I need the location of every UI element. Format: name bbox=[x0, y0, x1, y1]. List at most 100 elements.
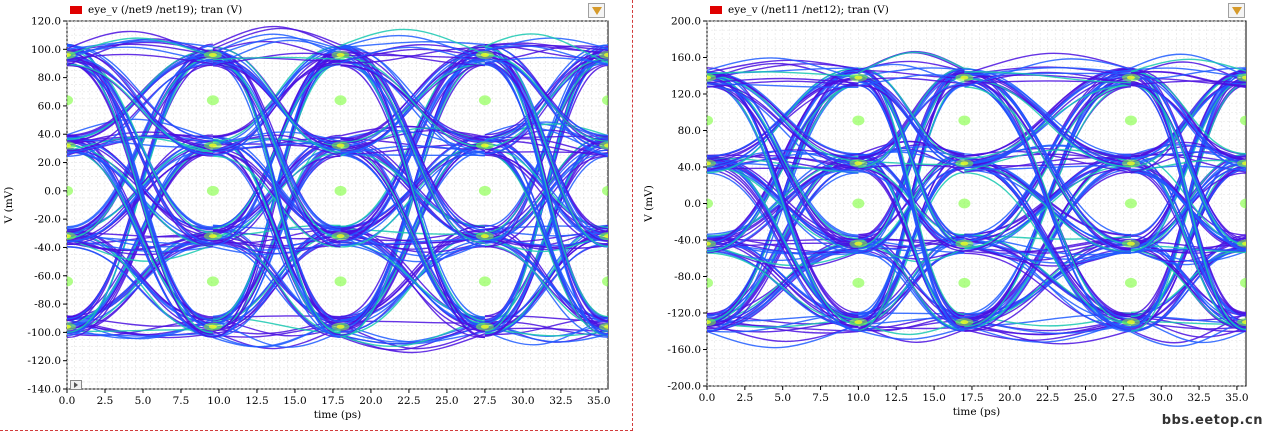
x-axis-label: time (ps) bbox=[314, 409, 361, 421]
eye-trace bbox=[484, 44, 608, 155]
eye-trace bbox=[1130, 53, 1246, 77]
eye-trace bbox=[707, 71, 859, 155]
y-tick-label: -20.0 bbox=[34, 214, 61, 226]
y-tick-label: 200.0 bbox=[671, 16, 701, 28]
hotspot-core bbox=[960, 75, 969, 80]
eye-trace bbox=[67, 58, 213, 230]
hotspot-core bbox=[1126, 75, 1135, 80]
y-tick-label: -120.0 bbox=[667, 308, 701, 320]
eye-trace bbox=[340, 46, 485, 64]
eye-trace bbox=[340, 52, 485, 67]
eye-trace bbox=[67, 118, 214, 140]
eye-trace bbox=[212, 318, 341, 348]
eye-trace bbox=[340, 153, 485, 330]
x-tick-label: 10.0 bbox=[207, 395, 230, 407]
left-eye-panel: eye_v (/net9 /net19); tran (V) 0.0 2.5 5.0… bbox=[0, 0, 633, 431]
hotspot-core bbox=[960, 161, 969, 166]
eye-trace bbox=[340, 60, 485, 138]
eye-trace bbox=[340, 64, 485, 144]
eye-trace bbox=[964, 71, 1131, 84]
hotspot-core bbox=[336, 234, 345, 239]
eye-trace bbox=[964, 164, 1131, 171]
x-tick-label: 12.5 bbox=[245, 395, 268, 407]
hotspot-core bbox=[854, 161, 863, 166]
eye-trace bbox=[707, 172, 859, 331]
eye-trace bbox=[67, 63, 213, 153]
eye-trace bbox=[1130, 164, 1246, 317]
left-legend-label: eye_v (/net9 /net19); tran (V) bbox=[88, 4, 243, 16]
eye-trace bbox=[964, 83, 1131, 165]
eye-trace bbox=[67, 238, 214, 256]
left-filter-icon[interactable] bbox=[588, 3, 605, 18]
eye-trace bbox=[964, 242, 1132, 264]
eye-trace bbox=[484, 54, 608, 142]
hotspot-mark bbox=[1237, 239, 1246, 248]
eye-trace bbox=[707, 74, 859, 162]
x-tick-label: 0.0 bbox=[699, 392, 716, 404]
x-tick-label: 12.5 bbox=[885, 392, 908, 404]
x-axis-label: time (ps) bbox=[953, 406, 1000, 418]
x-tick-label: 5.0 bbox=[135, 395, 152, 407]
crossing-mark bbox=[852, 198, 865, 209]
y-tick-label: -100.0 bbox=[27, 327, 61, 339]
right-legend[interactable]: eye_v (/net11 /net12); tran (V) bbox=[710, 4, 889, 16]
eye-trace bbox=[964, 163, 1131, 253]
y-tick-label: 40.0 bbox=[38, 129, 61, 141]
right-eye-panel: eye_v (/net11 /net12); tran (V) 0.0 2.5 5.… bbox=[640, 0, 1267, 434]
eye-trace bbox=[340, 61, 485, 247]
hotspot-core bbox=[854, 75, 863, 80]
x-tick-label: 17.5 bbox=[960, 392, 983, 404]
eye-traces bbox=[707, 50, 1246, 349]
x-tick-label: 25.0 bbox=[1074, 392, 1097, 404]
crossing-mark bbox=[602, 95, 608, 106]
eye-trace bbox=[858, 67, 965, 160]
y-tick-label: 100.0 bbox=[31, 44, 61, 56]
eye-trace bbox=[212, 65, 341, 248]
eye-trace bbox=[212, 25, 341, 50]
eye-trace bbox=[484, 64, 608, 320]
hotspot-core bbox=[854, 241, 863, 246]
hotspot-core bbox=[960, 320, 969, 325]
eye-trace bbox=[484, 45, 608, 66]
hotspot-core bbox=[480, 234, 489, 239]
x-axis: 0.0 2.5 5.0 7.5 10.0 12.5 15.0 17.5 20.0 22.5 25.0… bbox=[699, 386, 1249, 404]
crossing-mark bbox=[478, 95, 491, 106]
eye-trace bbox=[707, 242, 859, 267]
crossing-mark bbox=[478, 276, 491, 287]
y-tick-label: -80.0 bbox=[34, 299, 61, 311]
eye-trace bbox=[340, 46, 485, 143]
hotspot-core bbox=[67, 324, 71, 329]
eye-trace bbox=[484, 55, 608, 318]
eye-trace bbox=[67, 63, 213, 248]
hotspot-core bbox=[67, 52, 71, 57]
hotspot-core bbox=[1242, 75, 1246, 80]
hotspot-core bbox=[1126, 241, 1135, 246]
eye-trace bbox=[484, 44, 608, 141]
hotspot-core bbox=[707, 161, 711, 166]
eye-trace bbox=[707, 80, 859, 88]
left-expand-button[interactable] bbox=[70, 380, 82, 390]
hotspot-mark bbox=[67, 232, 76, 241]
eye-trace bbox=[67, 56, 213, 239]
eye-trace bbox=[212, 62, 341, 338]
eye-trace bbox=[707, 83, 859, 89]
crossing-mark bbox=[67, 276, 73, 287]
hotspot-mark bbox=[707, 318, 716, 327]
left-legend[interactable]: eye_v (/net9 /net19); tran (V) bbox=[70, 4, 242, 16]
eye-trace bbox=[858, 251, 965, 332]
hotspot-mark bbox=[1237, 318, 1246, 327]
y-tick-label: 80.0 bbox=[678, 125, 701, 137]
eye-trace bbox=[340, 41, 485, 49]
hotspot-core bbox=[208, 234, 217, 239]
eye-trace bbox=[340, 28, 486, 55]
eye-trace bbox=[964, 235, 1132, 260]
x-tick-label: 20.0 bbox=[998, 392, 1021, 404]
eye-trace bbox=[484, 42, 608, 55]
right-filter-icon[interactable] bbox=[1228, 3, 1245, 18]
crossing-mark bbox=[67, 185, 73, 196]
crossing-mark bbox=[1240, 277, 1246, 288]
eye-trace bbox=[484, 155, 608, 248]
eye-trace bbox=[964, 313, 1131, 328]
x-tick-label: 7.5 bbox=[173, 395, 190, 407]
eye-trace bbox=[212, 53, 341, 137]
